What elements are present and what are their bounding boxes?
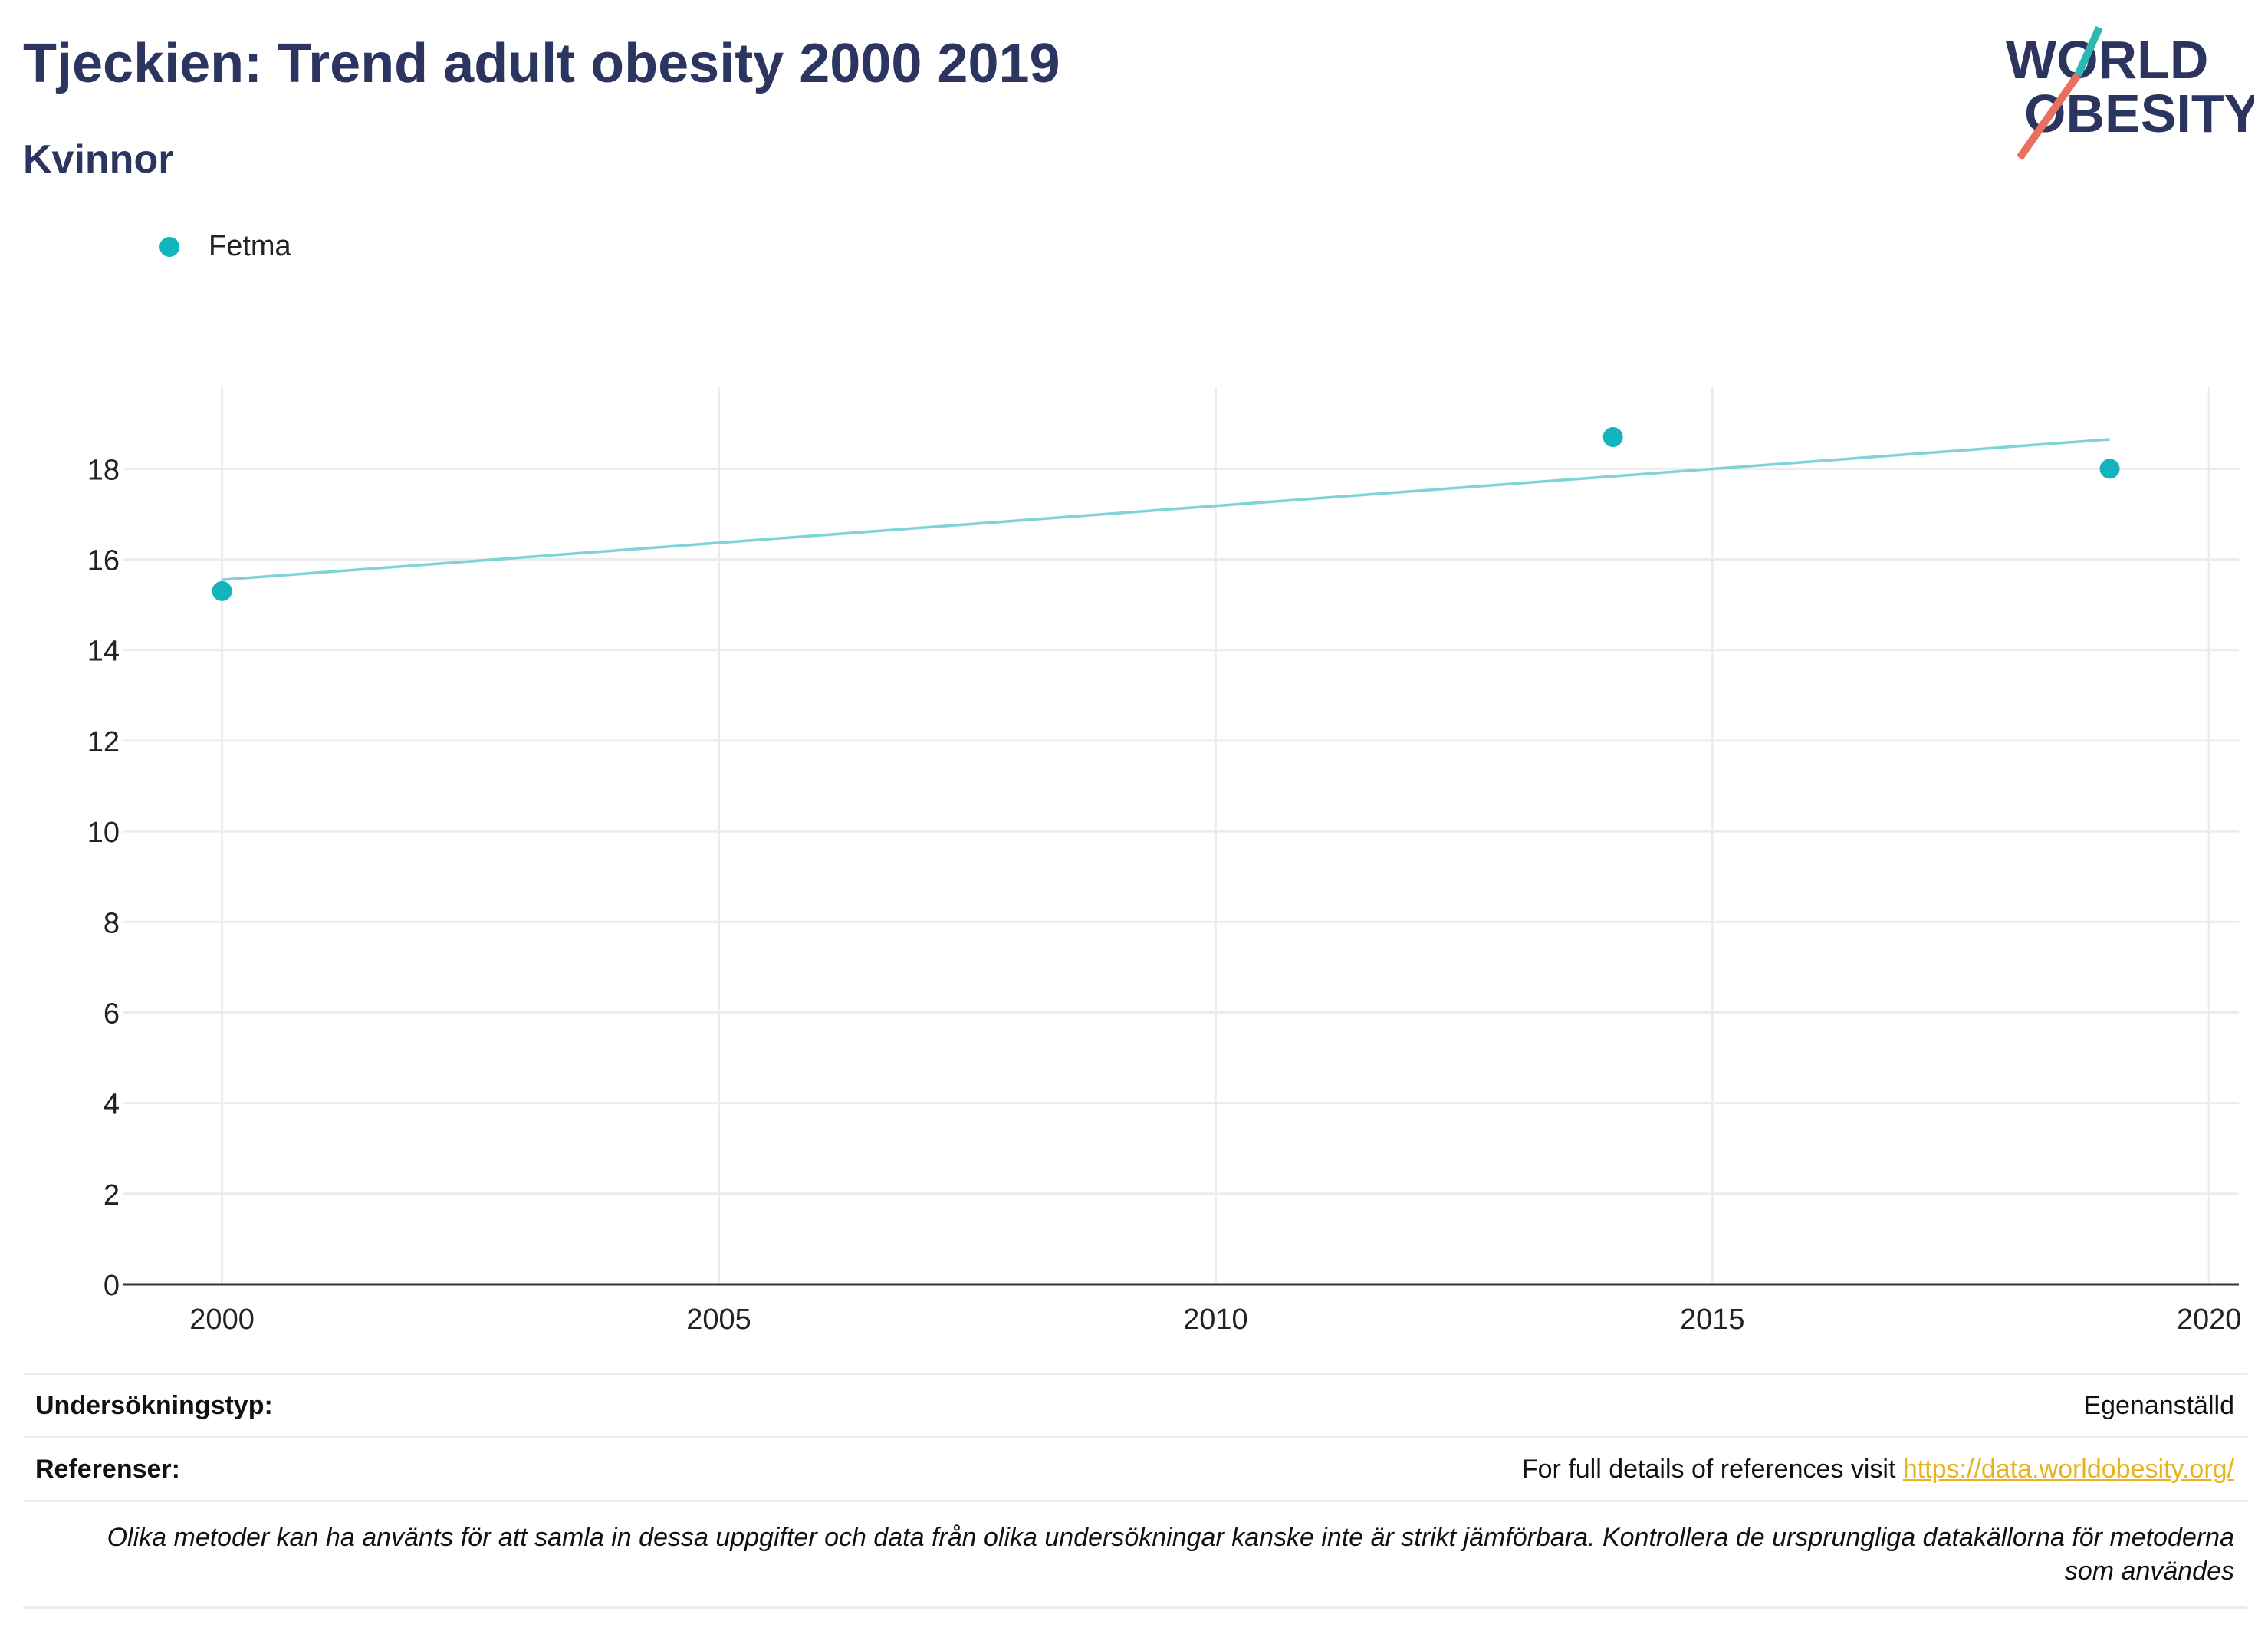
survey-type-label: Undersökningstyp:: [35, 1390, 273, 1420]
x-tick-label: 2010: [1183, 1304, 1248, 1336]
x-tick-label: 2020: [2177, 1304, 2242, 1336]
logo-text-world: WORLD: [2006, 30, 2208, 90]
world-obesity-logo: WORLD OBESITY: [2006, 25, 2254, 160]
logo-slash-red: [2016, 73, 2082, 160]
references-text: For full details of references visit: [1521, 1454, 1903, 1484]
survey-type-value: Egenanställd: [2083, 1390, 2234, 1420]
trend-line: [222, 438, 2110, 581]
survey-type-row: Undersökningstyp: Egenanställd: [23, 1373, 2247, 1436]
chart-area: 0 2 4 6 8 10 12 14 16 18 2000 2005 2010 2015 2020: [87, 387, 2242, 1336]
data-point: [2099, 459, 2120, 479]
y-tick-label: 8: [104, 907, 120, 939]
x-tick-label: 2000: [189, 1304, 255, 1336]
data-point: [1602, 427, 1623, 447]
y-tick-label: 16: [87, 545, 120, 577]
y-tick-label: 18: [87, 454, 120, 486]
footer-table: Undersökningstyp: Egenanställd Referense…: [23, 1373, 2247, 1609]
legend[interactable]: Fetma: [159, 230, 291, 263]
chart-subtitle: Kvinnor: [23, 137, 174, 182]
data-point: [212, 580, 232, 601]
y-tick-label: 10: [87, 817, 120, 849]
chart-title: Tjeckien: Trend adult obesity 2000 2019: [23, 33, 1060, 94]
references-label: Referenser:: [35, 1454, 180, 1484]
legend-marker: [159, 236, 179, 257]
references-value: For full details of references visit htt…: [1522, 1455, 2234, 1484]
y-tick-label: 2: [104, 1179, 120, 1212]
x-tick-label: 2015: [1680, 1304, 1745, 1336]
references-row: Referenser: For full details of referenc…: [23, 1436, 2247, 1500]
x-tick-label: 2005: [686, 1304, 751, 1336]
references-link[interactable]: https://data.worldobesity.org/: [1902, 1454, 2234, 1484]
legend-label: Fetma: [209, 230, 291, 262]
disclaimer-text: Olika metoder kan ha använts för att sam…: [107, 1523, 2234, 1586]
y-tick-label: 6: [104, 998, 120, 1030]
logo-slash-teal: [2074, 25, 2103, 77]
disclaimer-row: Olika metoder kan ha använts för att sam…: [23, 1500, 2247, 1609]
y-tick-label: 0: [104, 1270, 120, 1302]
y-tick-label: 14: [87, 636, 120, 668]
y-tick-label: 12: [87, 726, 120, 758]
y-tick-label: 4: [104, 1089, 120, 1121]
